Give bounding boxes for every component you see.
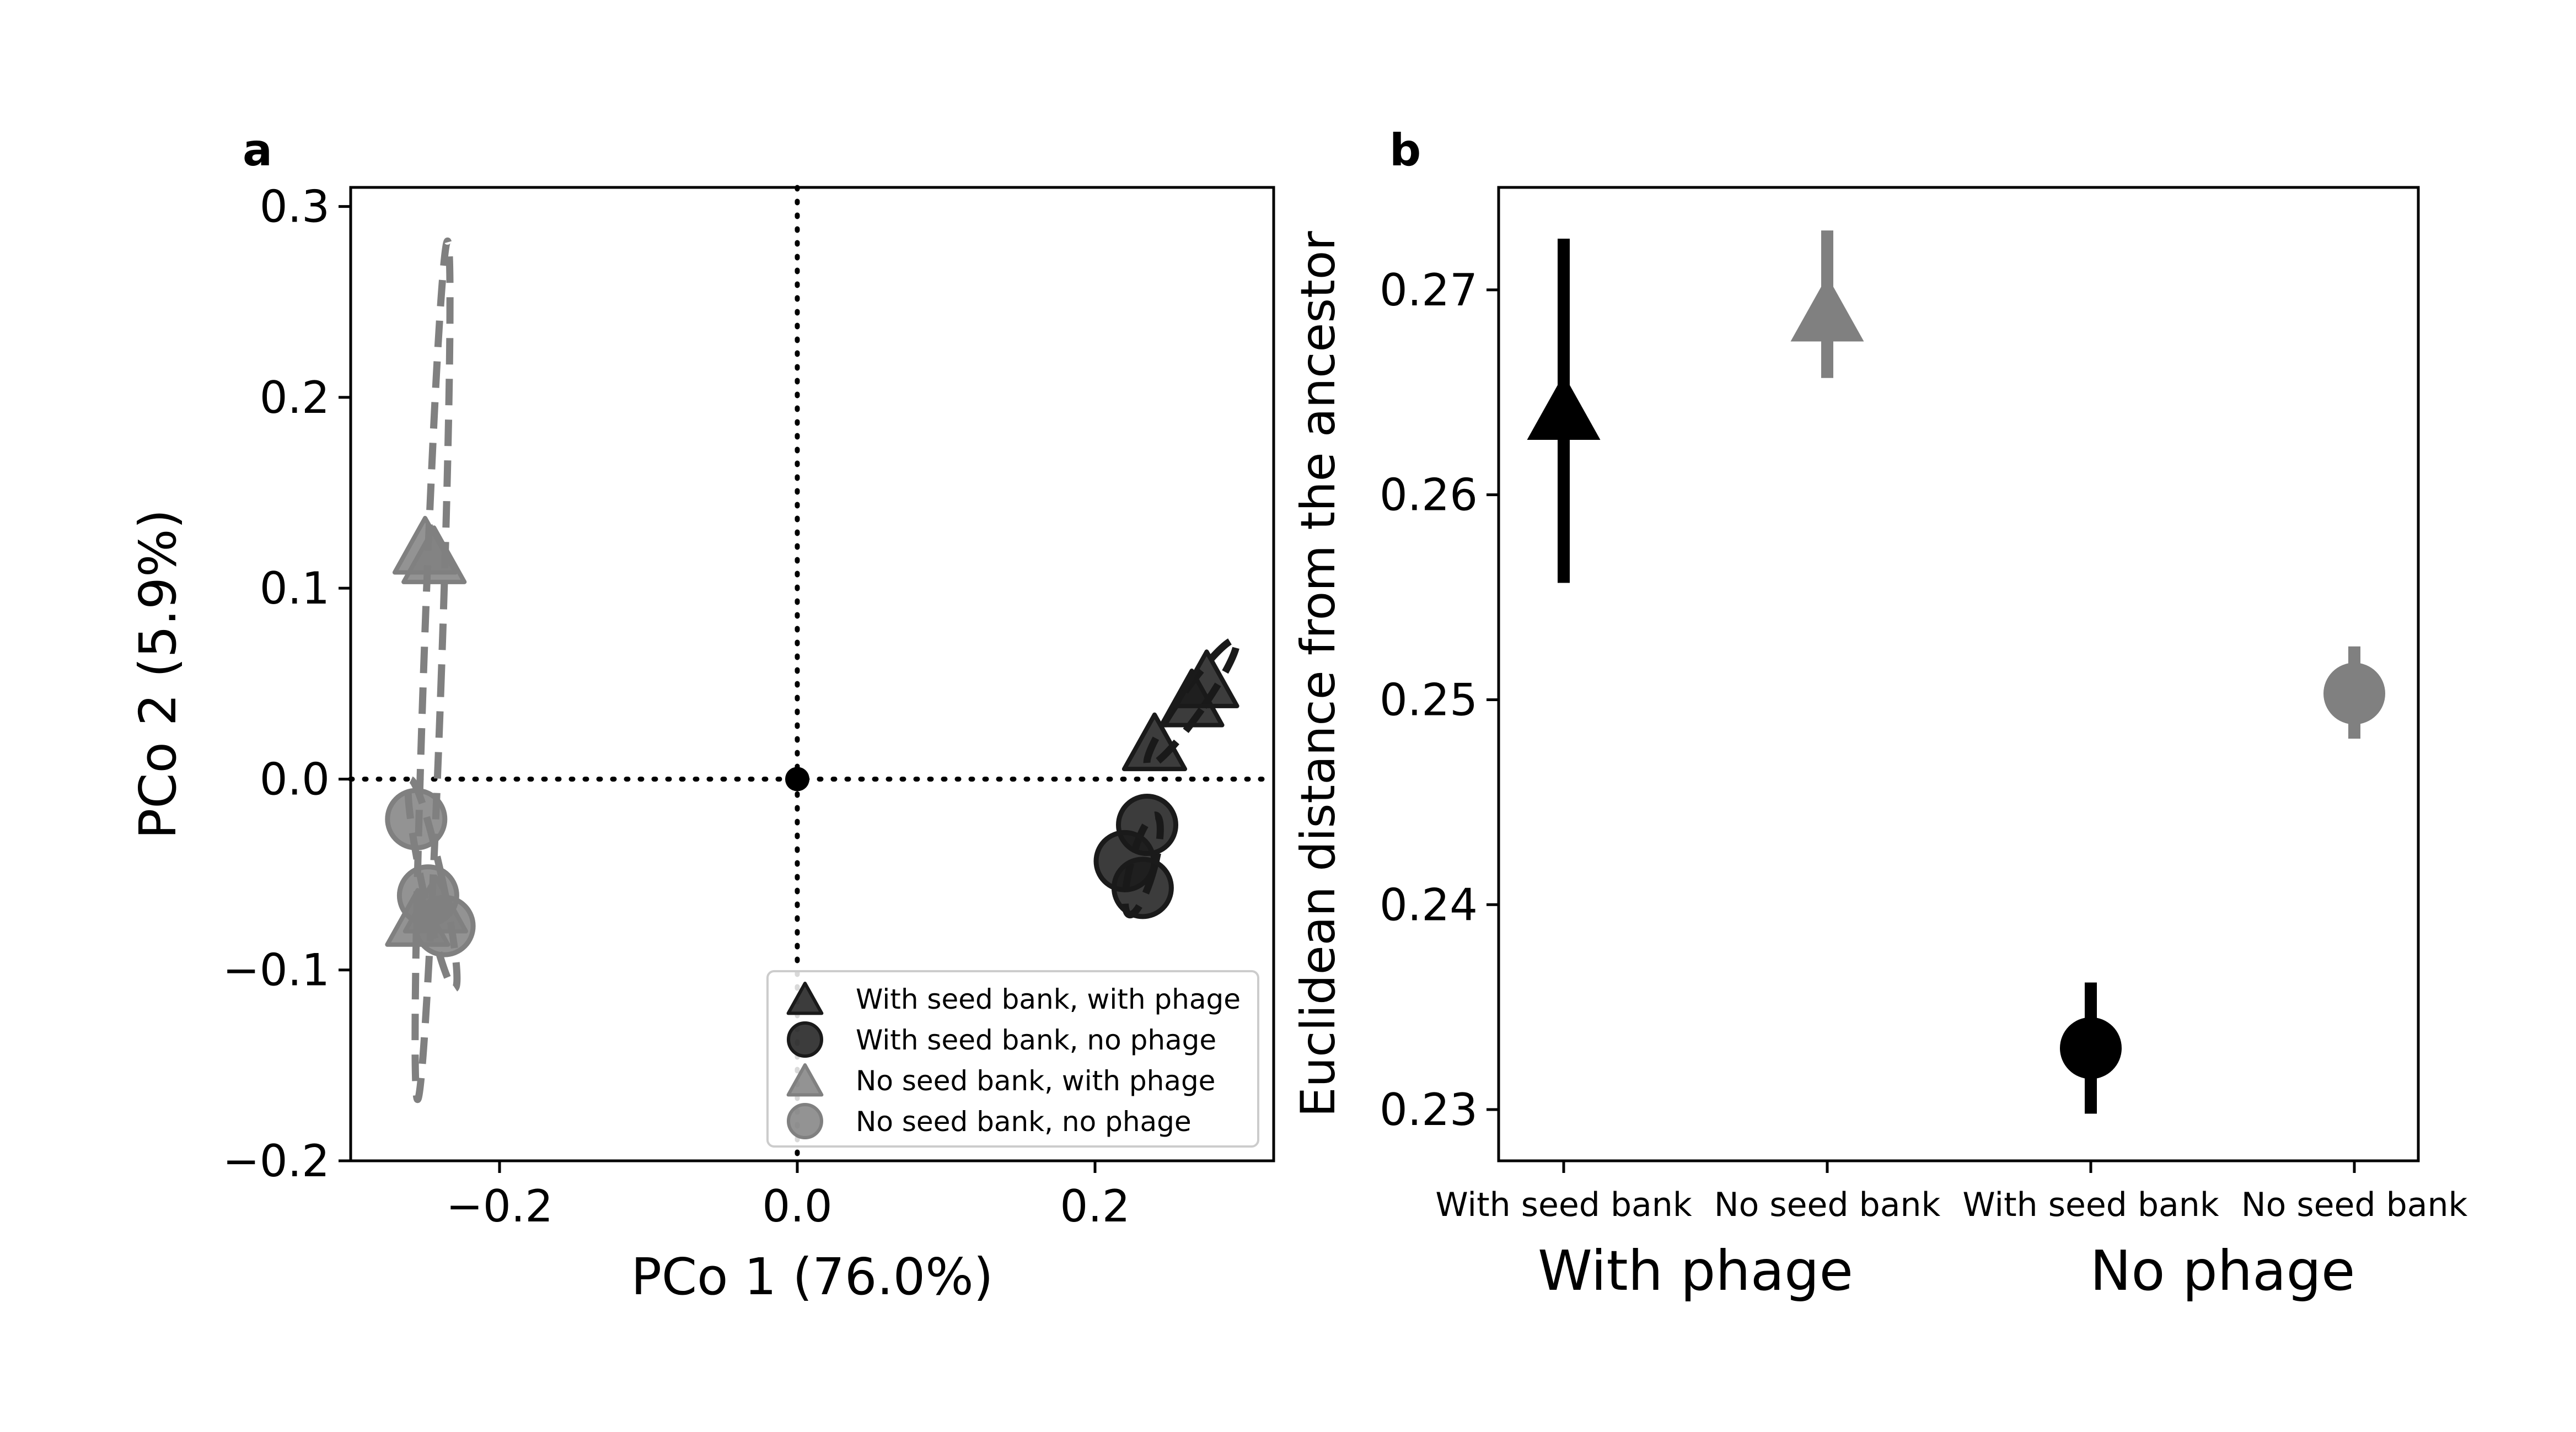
y-tick-label: −0.2 [223, 1135, 330, 1187]
mean-marker [2323, 663, 2385, 725]
x-tick-label: −0.2 [446, 1181, 553, 1232]
group-label: With phage [1538, 1239, 1853, 1303]
mean-marker [1527, 374, 1601, 440]
point-series-2 [401, 525, 467, 584]
data-points [385, 515, 1239, 957]
y-axis-label-b: Euclidean distance from the ancestor [1291, 231, 1346, 1117]
plot-frame-a [349, 186, 1275, 1162]
x-tick-label: 0.2 [1060, 1181, 1130, 1232]
legend-label: With seed bank, with phage [856, 983, 1241, 1015]
y-tick-label: 0.25 [1380, 674, 1478, 725]
y-tick-label: −0.1 [223, 945, 330, 996]
legend-label: No seed bank, no phage [856, 1106, 1192, 1138]
axes-a: −0.2 0.0 0.2 −0.2 −0.1 0.0 0.1 0.2 0.3 [223, 181, 1275, 1232]
point-series-3 [385, 788, 448, 850]
mean-marker [2060, 1017, 2122, 1079]
ellipse-series-2 [411, 237, 454, 1103]
legend-marker [786, 1063, 824, 1097]
legend-box [766, 970, 1259, 1148]
legend: With seed bank, with phage With seed bank… [766, 970, 1259, 1148]
axes-b: 0.23 0.24 0.25 0.26 0.27 With seed bank No see… [1380, 186, 2468, 1224]
plot-frame-b [1497, 186, 2420, 1162]
panel-label-a: a [243, 125, 272, 176]
point-series-0 [1121, 712, 1188, 772]
legend-marker [787, 1103, 823, 1139]
point-series-1 [1111, 857, 1174, 919]
x-axis-label-a: PCo 1 (76.0%) [631, 1247, 993, 1306]
y-tick-label: 0.26 [1380, 470, 1478, 521]
legend-marker [787, 1021, 823, 1058]
y-axis-label-a: PCo 2 (5.9%) [128, 509, 187, 839]
y-tick-label: 0.2 [260, 372, 330, 423]
y-tick-label: 0.0 [260, 753, 330, 805]
x-tick-label: With seed bank [1435, 1186, 1692, 1224]
point-series-3 [413, 895, 476, 957]
y-tick-label: 0.27 [1380, 265, 1478, 316]
x-tick-label: No seed bank [1714, 1186, 1941, 1224]
x-tick-label: With seed bank [1962, 1186, 2219, 1224]
legend-label: With seed bank, no phage [856, 1024, 1216, 1056]
point-series-0 [1174, 649, 1239, 708]
origin-point [785, 767, 809, 792]
y-tick-label: 0.1 [260, 563, 330, 614]
error-bar-points [1527, 230, 2385, 1114]
panel-b: b 0.23 0.24 0.25 0.26 0.27 With seed bank No s… [1291, 125, 2468, 1303]
y-tick-label: 0.3 [260, 181, 330, 233]
mean-marker [1790, 276, 1864, 342]
x-tick-label: 0.0 [762, 1181, 832, 1232]
y-tick-label: 0.24 [1380, 879, 1478, 930]
group-label: No phage [2090, 1239, 2355, 1303]
legend-marker [786, 982, 824, 1015]
group-labels: With phage No phage [1538, 1239, 2355, 1303]
y-tick-label: 0.23 [1380, 1084, 1478, 1135]
panel-a: a −0.2 0.0 0.2 −0.2 −0.1 0.0 0.1 0.2 0.3 PCo 1 (… [128, 125, 1276, 1306]
legend-label: No seed bank, with phage [856, 1065, 1215, 1097]
x-tick-label: No seed bank [2241, 1186, 2468, 1224]
panel-label-b: b [1389, 125, 1421, 176]
